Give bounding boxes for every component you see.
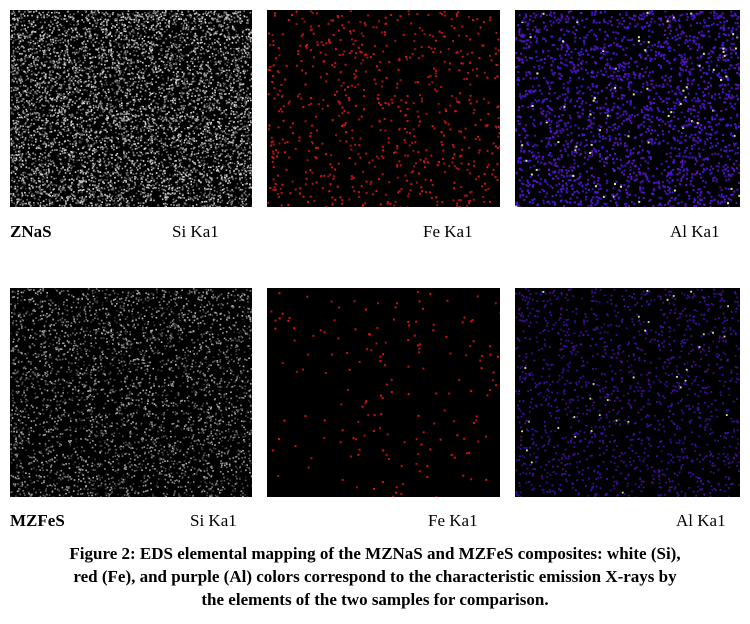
noise-dots xyxy=(10,288,252,497)
sample-name: MZFeS xyxy=(10,511,65,530)
caption-line: Figure 2: EDS elemental mapping of the M… xyxy=(69,544,681,563)
noise-dots xyxy=(10,10,252,207)
element-label: Si Ka1 xyxy=(190,511,237,530)
sample-name: ZNaS xyxy=(10,222,52,241)
noise-dots xyxy=(515,288,740,497)
element-label: Fe Ka1 xyxy=(423,222,473,241)
si-map xyxy=(10,10,252,207)
fe-map xyxy=(267,10,500,207)
noise-dots xyxy=(267,10,500,207)
noise-dots xyxy=(515,10,740,207)
element-label: Fe Ka1 xyxy=(428,511,478,530)
si-map xyxy=(10,288,252,497)
al-map xyxy=(515,288,740,497)
element-label: Si Ka1 xyxy=(172,222,219,241)
caption-line: red (Fe), and purple (Al) colors corresp… xyxy=(73,567,677,586)
fe-map xyxy=(267,288,500,497)
caption-line: the elements of the two samples for comp… xyxy=(201,590,549,609)
element-label: Al Ka1 xyxy=(676,511,726,530)
element-label: Al Ka1 xyxy=(670,222,720,241)
al-map xyxy=(515,10,740,207)
noise-dots xyxy=(270,291,500,497)
